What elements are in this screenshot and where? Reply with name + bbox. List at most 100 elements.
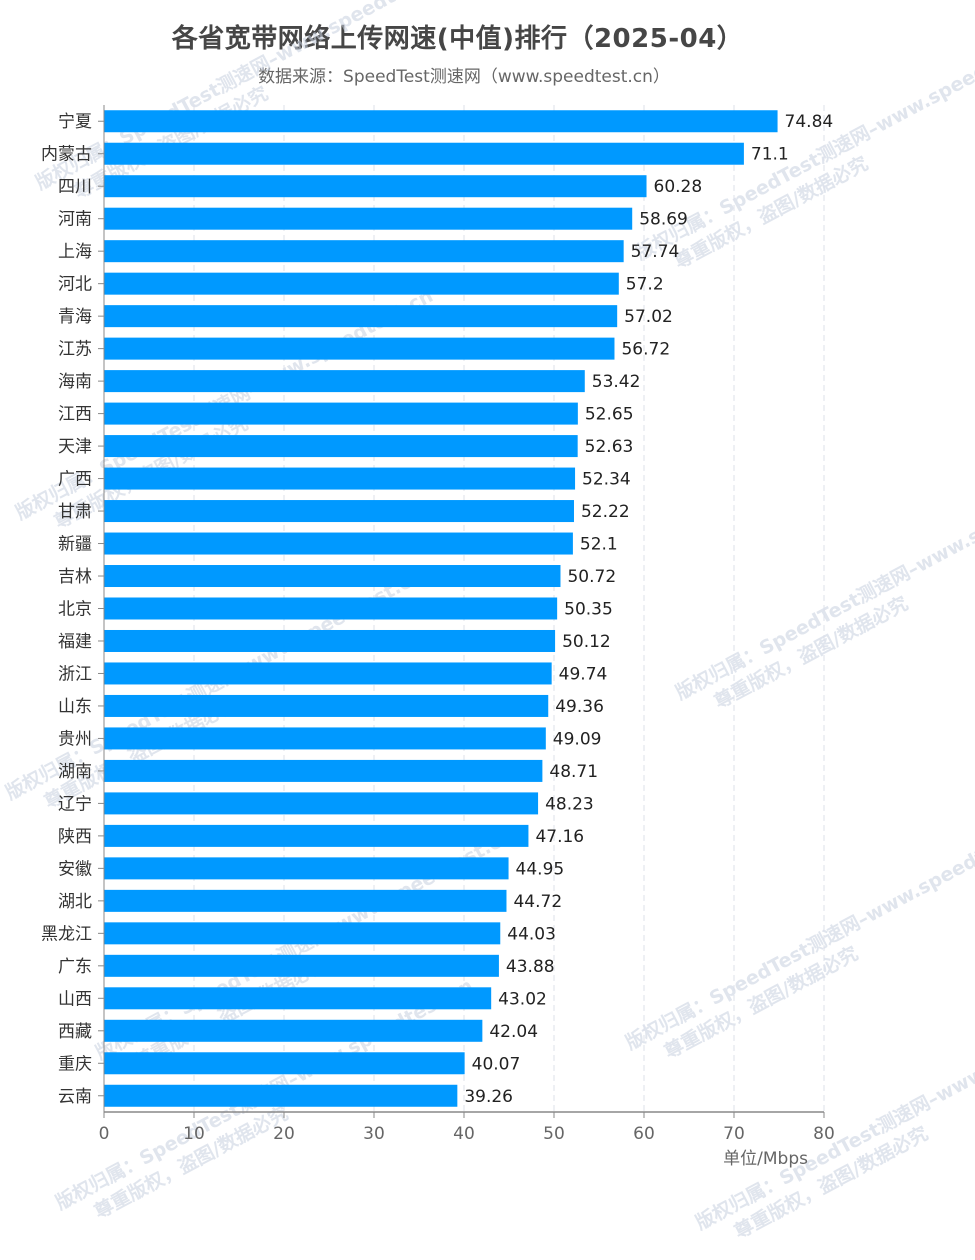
bar [104,370,585,393]
category-label: 山东 [58,697,92,717]
watermark-text: 版权归属：SpeedTest测速网–www.speedtest.cn [672,464,975,705]
bar [104,272,619,295]
value-label: 44.72 [513,892,562,912]
x-tick-label: 30 [363,1124,385,1144]
value-label: 42.04 [489,1022,538,1042]
value-label: 50.12 [562,632,611,652]
chart-subtitle: 数据来源：SpeedTest测速网（www.speedtest.cn） [258,67,670,87]
x-tick-label: 60 [633,1124,655,1144]
bar [104,175,647,198]
value-label: 74.84 [785,112,834,132]
value-label: 71.1 [751,145,789,165]
bar [104,305,618,328]
x-tick-label: 70 [723,1124,745,1144]
category-label: 浙江 [58,664,92,684]
category-label: 江苏 [58,340,92,360]
bar [104,142,744,165]
value-label: 49.09 [553,729,602,749]
bar [104,662,552,685]
labels: 宁夏 74.84 内蒙古 71.1 四川 60.28 河南 58.69 上海 57.74 河北 57.… [41,112,835,1169]
bar [104,954,499,977]
category-label: 海南 [58,372,92,392]
bar [104,402,578,425]
category-label: 天津 [58,437,92,457]
category-label: 宁夏 [58,112,92,132]
category-label: 河北 [58,275,92,295]
value-label: 43.88 [506,957,555,977]
category-label: 江西 [58,405,92,425]
category-label: 重庆 [58,1054,92,1074]
category-label: 内蒙古 [41,145,92,165]
value-label: 40.07 [472,1054,521,1074]
category-label: 北京 [58,600,92,620]
bar-series [104,110,778,1107]
value-label: 48.71 [549,762,598,782]
category-label: 辽宁 [58,794,92,814]
bar [104,1019,483,1042]
value-label: 52.65 [585,405,634,425]
x-tick-label: 10 [183,1124,205,1144]
bar [104,435,578,458]
bar [104,565,561,588]
value-label: 43.02 [498,989,547,1009]
category-label: 甘肃 [58,502,92,522]
x-tick-label: 40 [453,1124,475,1144]
bar [104,824,529,847]
axes [98,105,825,1118]
value-label: 49.36 [555,697,604,717]
category-label: 上海 [58,242,92,262]
value-label: 44.03 [507,924,556,944]
category-label: 湖南 [58,762,92,782]
category-label: 新疆 [58,535,92,555]
category-label: 广西 [58,470,92,490]
bar [104,240,624,263]
x-tick-label: 20 [273,1124,295,1144]
category-label: 四川 [58,177,92,197]
bar [104,759,543,782]
category-label: 云南 [58,1087,92,1107]
category-label: 陕西 [58,827,92,847]
value-label: 50.72 [567,567,616,587]
category-label: 广东 [58,957,92,977]
x-tick-label: 80 [813,1124,835,1144]
bar [104,597,558,620]
value-label: 52.63 [585,437,634,457]
watermark: 版权归属：SpeedTest测速网–www.speedtest.cn尊重版权，盗… [622,814,975,1063]
value-label: 60.28 [654,177,703,197]
watermark: 版权归属：SpeedTest测速网–www.speedtest.cn尊重版权，盗… [672,464,975,713]
watermark-text: 版权归属：SpeedTest测速网–www.speedtest.cn [622,814,975,1055]
category-label: 安徽 [58,859,92,879]
bar [104,467,576,490]
value-label: 49.74 [559,664,608,684]
category-label: 西藏 [58,1022,92,1042]
value-label: 47.16 [535,827,584,847]
bar [104,110,778,133]
category-label: 湖北 [58,892,92,912]
value-label: 57.2 [626,275,664,295]
value-label: 39.26 [464,1087,513,1107]
value-label: 50.35 [564,600,613,620]
value-label: 44.95 [516,859,565,879]
bar [104,727,546,750]
value-label: 48.23 [545,794,594,814]
bar [104,987,492,1010]
category-label: 吉林 [58,567,92,587]
x-tick-label: 0 [99,1124,110,1144]
category-label: 黑龙江 [41,924,92,944]
bar [104,500,574,523]
value-label: 56.72 [621,340,670,360]
bar [104,337,615,360]
value-label: 57.74 [631,242,680,262]
bar [104,532,573,555]
category-label: 青海 [58,307,92,327]
value-label: 53.42 [592,372,641,392]
value-label: 52.1 [580,535,618,555]
category-label: 贵州 [58,729,92,749]
bar [104,792,539,815]
category-label: 山西 [58,989,92,1009]
x-axis-unit-label: 单位/Mbps [723,1149,808,1169]
bar [104,1052,465,1075]
bar [104,207,633,230]
value-label: 52.34 [582,470,631,490]
